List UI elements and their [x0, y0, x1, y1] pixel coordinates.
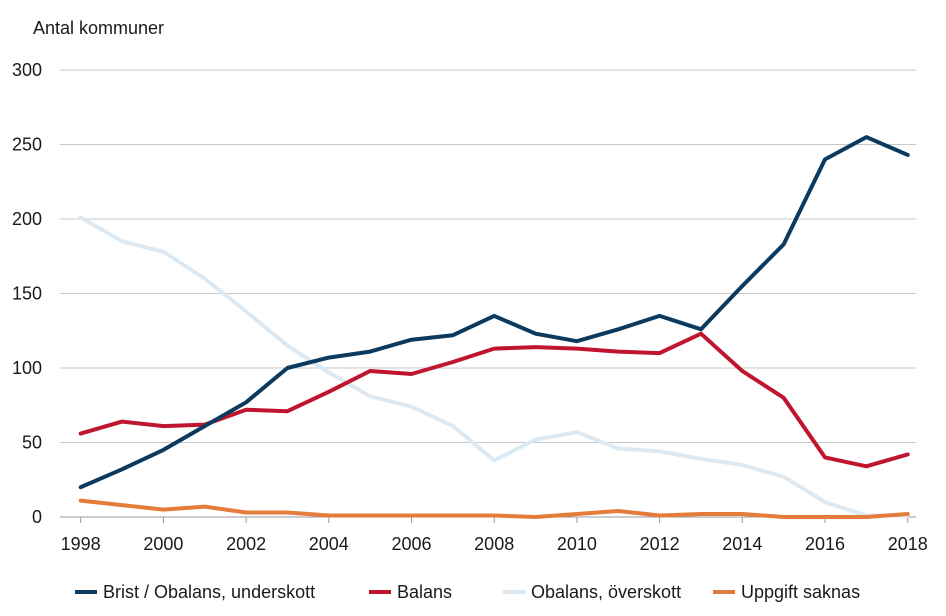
y-tick-label: 0: [32, 507, 42, 527]
y-tick-label: 300: [12, 60, 42, 80]
legend-item: Brist / Obalans, underskott: [75, 582, 315, 602]
x-tick-label: 2008: [474, 534, 514, 554]
y-axis-label: Antal kommuner: [33, 18, 164, 38]
x-tick-label: 2002: [226, 534, 266, 554]
y-tick-label: 200: [12, 209, 42, 229]
x-tick-label: 2000: [143, 534, 183, 554]
x-tick-label: 2018: [888, 534, 928, 554]
x-tick-label: 2012: [640, 534, 680, 554]
y-tick-labels: 0 50 100 150 200 250 300: [12, 60, 42, 527]
x-tick-label: 2006: [391, 534, 431, 554]
y-tick-label: 100: [12, 358, 42, 378]
y-tick-label: 50: [22, 433, 42, 453]
legend-label: Brist / Obalans, underskott: [103, 582, 315, 602]
legend-item: Balans: [369, 582, 452, 602]
x-tick-label: 2016: [805, 534, 845, 554]
gridlines: [60, 69, 916, 518]
y-tick-label: 250: [12, 135, 42, 155]
y-tick-label: 150: [12, 284, 42, 304]
series-line-3: [78, 498, 910, 519]
x-tick-label: 2004: [309, 534, 349, 554]
legend-label: Balans: [397, 582, 452, 602]
legend-label: Obalans, överskott: [531, 582, 681, 602]
series-line-2: [78, 215, 910, 518]
x-tick-label: 2010: [557, 534, 597, 554]
legend-label: Uppgift saknas: [741, 582, 860, 602]
legend: Brist / Obalans, underskott Balans Obalans…: [75, 582, 860, 602]
legend-item: Uppgift saknas: [713, 582, 860, 602]
series-line-1: [78, 331, 910, 469]
series-lines: [78, 135, 910, 519]
x-tick-label: 2014: [722, 534, 762, 554]
legend-item: Obalans, överskott: [503, 582, 681, 602]
x-tick-label: 1998: [61, 534, 101, 554]
series-line-0: [78, 135, 910, 490]
x-tick-labels: 1998 2000 2002 2004 2006 2008 2010 2012 2014 2016…: [61, 517, 928, 554]
